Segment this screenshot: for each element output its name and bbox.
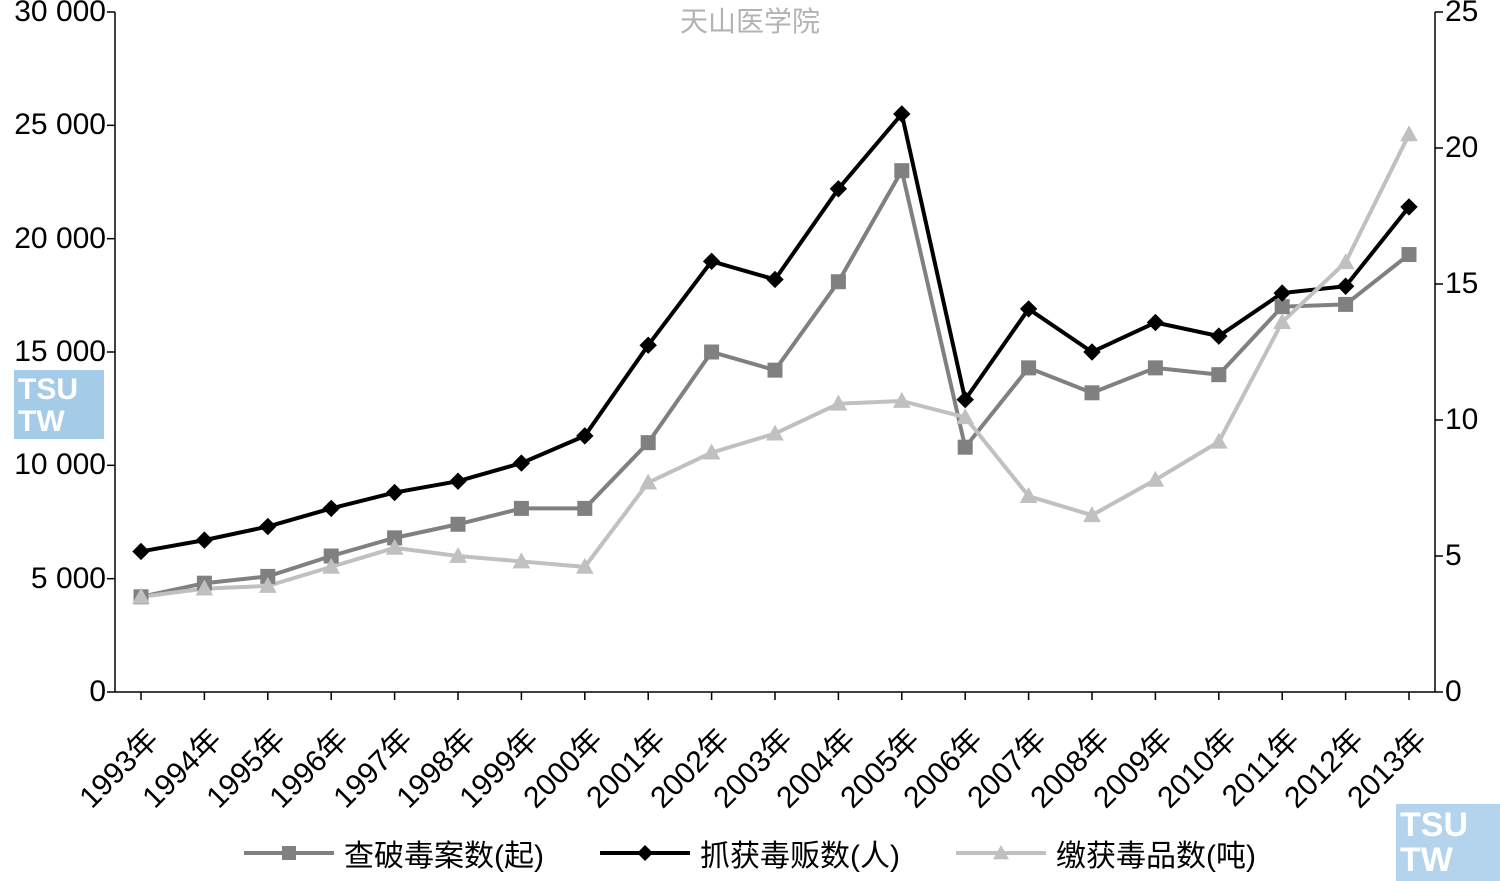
- y-right-tick-label: 20: [1445, 131, 1478, 165]
- legend-swatch: [600, 851, 690, 855]
- watermark-right-line1: TSU: [1400, 808, 1494, 844]
- y-right-tick-label: 5: [1445, 539, 1462, 573]
- legend-swatch: [956, 851, 1046, 855]
- y-left-tick-label: 0: [89, 675, 106, 709]
- watermark-right-line2: TW: [1400, 843, 1494, 879]
- y-right-tick-label: 0: [1445, 675, 1462, 709]
- y-left-tick-label: 5 000: [31, 562, 106, 596]
- y-right-tick-label: 15: [1445, 267, 1478, 301]
- y-left-tick-label: 10 000: [14, 448, 106, 482]
- legend-label: 缴获毒品数(吨): [1056, 831, 1256, 875]
- y-left-tick-label: 30 000: [14, 0, 106, 29]
- legend: 查破毒案数(起) 抓获毒贩数(人) 缴获毒品数(吨): [244, 831, 1256, 875]
- y-left-tick-label: 15 000: [14, 335, 106, 369]
- legend-label: 查破毒案数(起): [344, 831, 544, 875]
- y-right-tick-label: 10: [1445, 403, 1478, 437]
- watermark-right: TSU TW: [1396, 804, 1500, 881]
- legend-label: 抓获毒贩数(人): [700, 831, 900, 875]
- y-left-tick-label: 25 000: [14, 108, 106, 142]
- chart-container: 天山医学院 TSU TW 05 00010 00015 00020 00025 …: [0, 0, 1500, 881]
- y-left-tick-label: 20 000: [14, 222, 106, 256]
- legend-item: 缴获毒品数(吨): [956, 831, 1256, 875]
- y-right-tick-label: 25: [1445, 0, 1478, 29]
- legend-item: 抓获毒贩数(人): [600, 831, 900, 875]
- legend-swatch: [244, 851, 334, 855]
- legend-item: 查破毒案数(起): [244, 831, 544, 875]
